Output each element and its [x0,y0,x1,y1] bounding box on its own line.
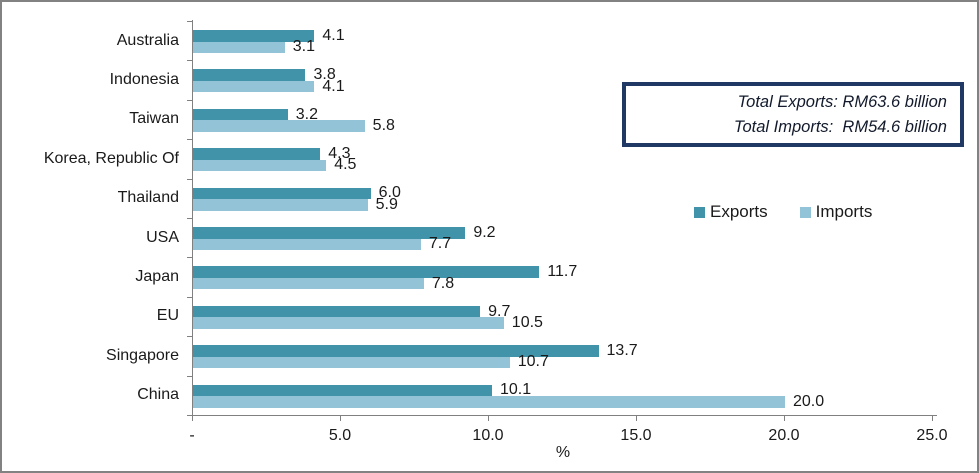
value-label-exports-taiwan: 3.2 [295,105,318,123]
y-axis-tick [187,257,193,259]
bar-group-indonesia: 3.8 4.1 [193,60,938,99]
x-axis-tick-label-0: - [189,427,195,444]
x-axis-tick-label-5: 25.0 [916,427,948,444]
category-label-korea-republic-of: Korea, Republic Of [43,149,179,167]
bar-group-usa: 9.2 7.7 [193,218,938,257]
value-label-exports-korea-republic-of: 4.3 [328,144,351,162]
bar-imports-australia [193,41,285,53]
legend-label-imports: Imports [815,202,873,221]
value-label-imports-japan: 7.8 [431,274,455,292]
y-axis-tick [187,60,193,62]
category-label-thailand: Thailand [117,189,179,207]
bar-exports-korea-republic-of [193,148,321,160]
x-axis-tick [784,416,785,421]
value-label-exports-australia: 4.1 [322,26,345,44]
bar-group-australia: 4.1 3.1 [193,21,938,60]
bar-imports-singapore [193,356,510,369]
bar-exports-taiwan [193,108,288,121]
y-axis-tick [187,218,193,219]
x-axis-tick-label-4: 20.0 [768,427,800,444]
y-axis-tick [187,415,193,416]
totals-annotation-box: Total Exports: RM63.6 billion Total Impo… [622,82,964,147]
x-axis-tick-label-1: 5.0 [328,427,352,444]
y-axis-tick [187,336,193,338]
bar-exports-singapore [193,345,599,357]
bar-exports-eu [193,305,481,318]
x-axis-tick-label-3: 15.0 [620,427,652,444]
value-label-exports-eu: 9.7 [488,302,511,320]
value-label-imports-china: 20.0 [793,392,825,410]
category-label-china: China [137,386,179,404]
legend-item-imports: Imports [799,202,873,222]
y-axis-tick [187,375,193,377]
x-axis-tick [488,416,489,421]
bar-imports-korea-republic-of [193,159,327,172]
value-label-exports-china: 10.1 [499,381,532,399]
x-axis-tick [932,416,933,421]
bar-imports-taiwan [193,120,365,132]
bar-exports-australia [193,30,315,42]
bar-exports-usa [193,227,466,239]
category-label-eu: EU [156,307,179,325]
bar-imports-indonesia [193,80,315,93]
x-axis-title: % [555,444,571,461]
bar-group-thailand: 6.0 5.9 [193,179,938,218]
y-axis-tick [187,139,193,141]
value-label-exports-thailand: 6.0 [378,184,401,202]
value-label-imports-australia: 3.1 [292,38,315,56]
bar-imports-japan [193,277,424,290]
category-label-australia: Australia [116,31,179,49]
plot-area: 4.1 3.1 3.8 4.1 3.2 5.8 4.3 4.5 6.0 5.9 9.2 7.7 11.7… [193,21,938,415]
category-label-indonesia: Indonesia [109,71,179,89]
bar-exports-indonesia [193,69,306,81]
x-axis-tick [636,416,637,421]
value-label-exports-singapore: 13.7 [606,341,638,359]
category-label-usa: USA [146,228,179,246]
category-label-singapore: Singapore [106,346,179,364]
y-axis-tick [187,178,193,180]
y-axis-tick [187,296,193,298]
x-axis-tick [340,416,341,421]
category-label-japan: Japan [135,268,179,286]
x-axis-tick-label-2: 10.0 [472,427,504,444]
value-label-exports-usa: 9.2 [473,223,496,241]
value-label-imports-korea-republic-of: 4.5 [334,156,357,174]
value-label-exports-japan: 11.7 [547,263,578,281]
value-label-imports-indonesia: 4.1 [322,77,345,95]
bar-imports-thailand [193,199,368,211]
bar-imports-usa [193,238,421,250]
y-axis-tick [187,99,193,101]
value-label-imports-eu: 10.5 [511,314,543,332]
value-label-imports-usa: 7.7 [428,235,452,253]
bar-exports-thailand [193,187,371,200]
total-imports-text: Total Imports: RM54.6 billion [733,117,947,136]
bar-exports-japan [193,266,540,278]
total-exports-text: Total Exports: RM63.6 billion [737,92,947,111]
value-label-imports-singapore: 10.7 [517,353,549,371]
bar-imports-eu [193,317,504,329]
x-axis-tick [192,416,193,421]
x-axis-line [187,415,937,416]
legend-item-exports: Exports [694,202,768,222]
y-axis-tick [187,21,193,22]
category-axis: Australia Indonesia Taiwan Korea, Republic … [2,21,185,415]
legend: Exports Imports [694,202,872,222]
legend-label-exports: Exports [710,202,768,221]
legend-swatch-imports-icon [799,206,811,218]
bar-group-eu: 9.7 10.5 [193,297,938,336]
category-label-taiwan: Taiwan [129,110,179,128]
bar-exports-china [193,384,492,397]
bar-group-china: 10.1 20.0 [193,376,938,415]
value-label-imports-taiwan: 5.8 [372,117,395,135]
value-label-imports-thailand: 5.9 [375,195,398,213]
bar-group-korea-republic-of: 4.3 4.5 [193,139,938,178]
bar-group-japan: 11.7 7.8 [193,257,938,296]
bar-group-singapore: 13.7 10.7 [193,336,938,375]
bar-group-taiwan: 3.2 5.8 [193,100,938,139]
bar-imports-china [193,396,785,408]
value-label-exports-indonesia: 3.8 [313,66,336,84]
legend-swatch-exports-icon [694,206,705,218]
